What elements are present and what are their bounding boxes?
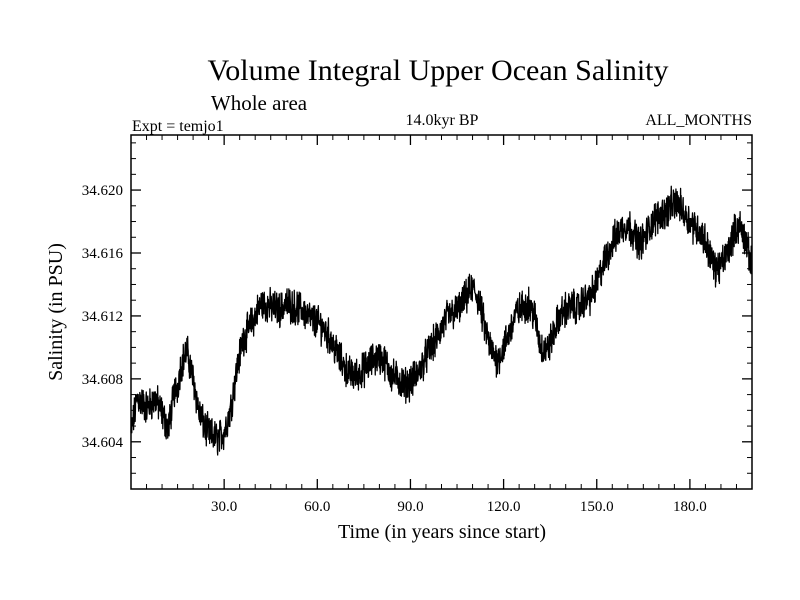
x-tick-label: 90.0 — [397, 499, 423, 515]
chart-subtitle: Whole area — [211, 91, 308, 115]
y-tick-label: 34.616 — [82, 246, 124, 262]
y-axis: 34.604 34.608 34.612 34.616 34.620 — [82, 142, 752, 474]
y-axis-label: Salinity (in PSU) — [45, 243, 67, 381]
chart-title: Volume Integral Upper Ocean Salinity — [208, 54, 669, 87]
x-axis-label: Time (in years since start) — [338, 521, 546, 543]
plot-frame — [130, 134, 753, 490]
salinity-series-line — [130, 185, 753, 456]
period-label: 14.0kyr BP — [406, 112, 479, 129]
x-tick-label: 180.0 — [673, 499, 707, 515]
x-tick-label: 30.0 — [211, 499, 237, 515]
y-tick-label: 34.620 — [82, 183, 123, 199]
y-tick-label: 34.612 — [82, 309, 123, 325]
x-tick-label: 120.0 — [487, 499, 521, 515]
y-tick-label: 34.604 — [82, 435, 124, 451]
x-tick-label: 150.0 — [580, 499, 614, 515]
y-tick-label: 34.608 — [82, 372, 123, 388]
x-tick-label: 60.0 — [304, 499, 330, 515]
experiment-label: Expt = temjo1 — [132, 118, 224, 135]
x-axis: 30.0 60.0 90.0 120.0 150.0 180.0 — [146, 135, 737, 515]
months-label: ALL_MONTHS — [645, 112, 752, 129]
